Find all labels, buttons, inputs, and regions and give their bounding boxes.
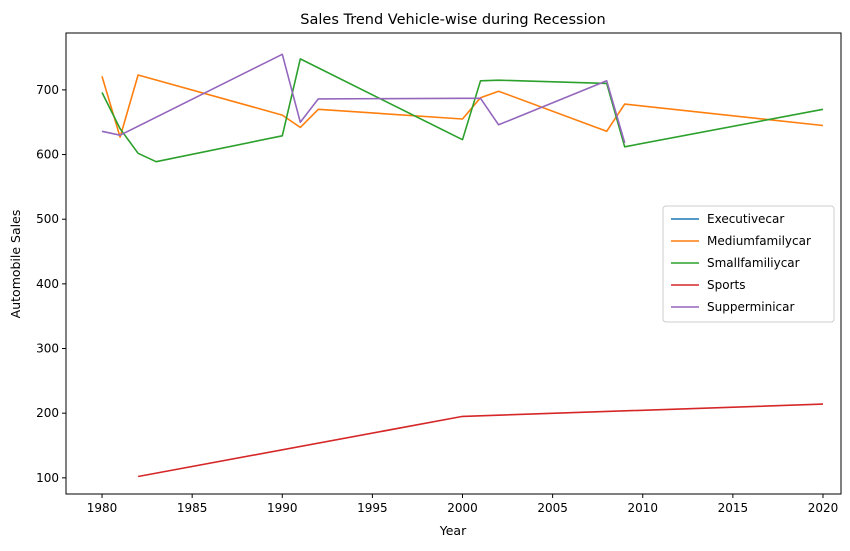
series-layer (101, 53, 824, 478)
legend-label-executivecar: Executivecar (707, 212, 784, 226)
legend-label-sports: Sports (707, 278, 745, 292)
plot-area (65, 32, 842, 495)
x-tick-label: 2010 (627, 501, 658, 515)
x-axis: 1980 1985 1990 1995 2000 2005 2010 2015 2020 (87, 494, 838, 515)
x-tick-label: 2000 (447, 501, 478, 515)
y-axis: 100 200 300 400 500 600 700 (36, 83, 66, 485)
y-tick-label: 300 (36, 342, 59, 356)
legend-frame (662, 205, 835, 323)
x-tick-label: 2020 (808, 501, 839, 515)
y-tick-label: 200 (36, 406, 59, 420)
x-tick-label: 1990 (267, 501, 298, 515)
x-tick-label: 1995 (357, 501, 388, 515)
x-tick-label: 1985 (177, 501, 208, 515)
series-line-smallfamiliycar (101, 58, 824, 163)
y-tick-label: 400 (36, 277, 59, 291)
legend: Executivecar Mediumfamilycar Smallfamiliyc… (662, 205, 835, 323)
legend-label-supperminicar: Supperminicar (707, 300, 794, 314)
series-line-mediumfamilycar (101, 74, 824, 138)
y-axis-label: Automobile Sales (8, 210, 23, 319)
y-tick-label: 600 (36, 148, 59, 162)
y-tick-label: 100 (36, 471, 59, 485)
y-tick-label: 500 (36, 212, 59, 226)
series-line-sports (137, 403, 824, 478)
legend-label-mediumfamilycar: Mediumfamilycar (707, 234, 811, 248)
legend-label-smallfamiliycar: Smallfamiliycar (707, 256, 800, 270)
series-line-supperminicar (101, 53, 626, 144)
x-tick-label: 2005 (537, 501, 568, 515)
x-tick-label: 1980 (87, 501, 118, 515)
chart-title: Sales Trend Vehicle-wise during Recessio… (300, 12, 605, 28)
x-tick-label: 2015 (718, 501, 749, 515)
x-axis-label: Year (439, 523, 467, 538)
y-tick-label: 700 (36, 83, 59, 97)
